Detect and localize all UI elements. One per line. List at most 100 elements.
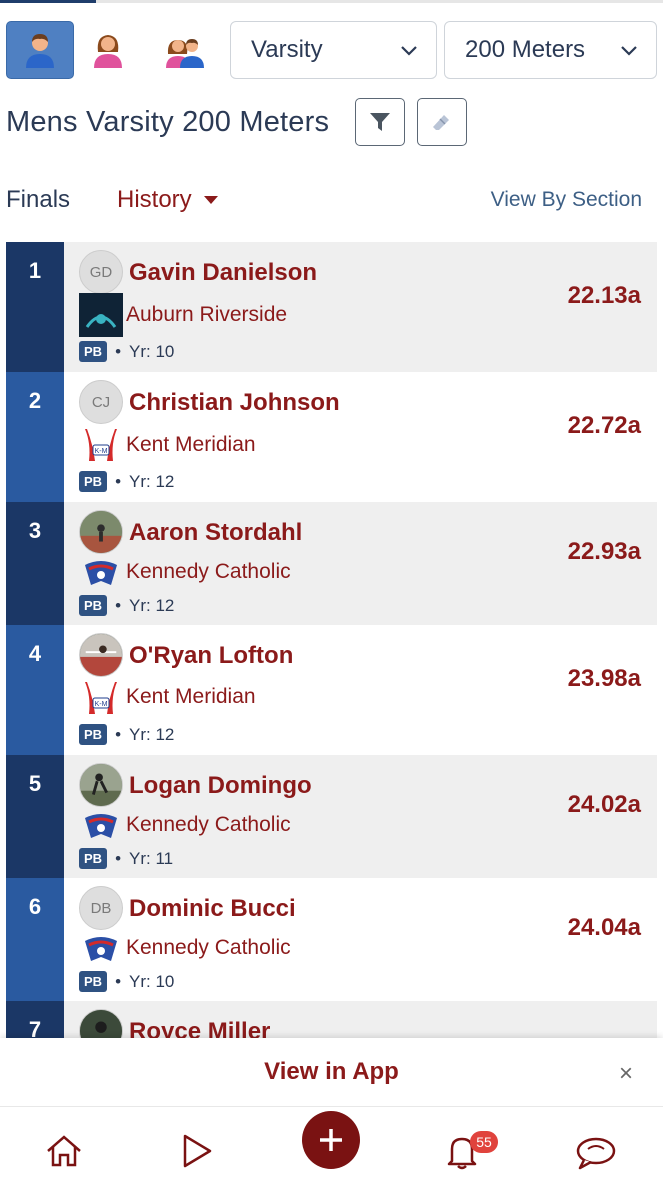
kennedy-catholic-logo-icon	[85, 814, 117, 838]
athlete-name[interactable]: Gavin Danielson	[129, 259, 318, 286]
tab-history-label: History	[117, 186, 192, 213]
event-select[interactable]: 200 Meters	[444, 21, 657, 79]
school-name[interactable]: Kent Meridian	[126, 685, 256, 708]
nav-messages[interactable]	[574, 1135, 618, 1171]
result-row[interactable]: 1 GD Gavin Danielson Auburn Riverside PB…	[6, 242, 657, 372]
top-tab-indicator	[0, 0, 663, 3]
kennedy-catholic-logo-icon	[85, 561, 117, 585]
page-title: Mens Varsity 200 Meters	[6, 105, 330, 138]
close-banner-button[interactable]: ×	[618, 1060, 633, 1087]
athlete-photo[interactable]	[79, 510, 123, 554]
result-row[interactable]: 6 DB Dominic Bucci Kennedy Catholic PB •…	[6, 878, 657, 1001]
view-in-app-banner[interactable]: View in App ×	[0, 1038, 663, 1106]
athlete-avatar[interactable]: CJ	[79, 380, 123, 424]
athlete-name[interactable]: Dominic Bucci	[129, 895, 296, 922]
athlete-avatar[interactable]: GD	[79, 250, 123, 294]
place-number: 5	[6, 755, 64, 878]
result-mark[interactable]: 24.04a	[567, 914, 641, 941]
athlete-meta: PB • Yr: 12	[79, 724, 174, 745]
results-tabs: Finals History View By Section	[6, 180, 642, 220]
school-logo: K-M	[79, 423, 123, 467]
result-mark[interactable]: 23.98a	[567, 665, 641, 692]
active-tab-underline	[0, 0, 96, 3]
chat-bubbles-icon	[576, 1137, 616, 1170]
athlete-year: Yr: 10	[129, 971, 175, 991]
filter-button[interactable]	[355, 98, 405, 146]
girls-filter-button[interactable]	[74, 21, 142, 79]
combined-filter-button[interactable]	[151, 21, 219, 79]
event-select-value: 200 Meters	[465, 36, 586, 63]
level-select-value: Varsity	[251, 36, 323, 63]
athlete-year: Yr: 12	[129, 724, 175, 744]
school-name[interactable]: Kennedy Catholic	[126, 560, 291, 583]
athlete-name[interactable]: Aaron Stordahl	[129, 519, 303, 546]
plus-icon	[320, 1129, 342, 1151]
pb-badge: PB	[79, 471, 108, 492]
athlete-meta: PB • Yr: 11	[79, 848, 173, 869]
result-mark[interactable]: 22.13a	[567, 282, 641, 309]
athlete-year: Yr: 10	[129, 341, 175, 361]
athlete-photo-image	[80, 764, 122, 806]
athlete-year: Yr: 11	[129, 848, 174, 868]
chevron-down-icon	[401, 46, 417, 56]
results-list: 1 GD Gavin Danielson Auburn Riverside PB…	[6, 242, 657, 1038]
level-select[interactable]: Varsity	[230, 21, 437, 79]
school-logo	[79, 929, 123, 973]
result-row[interactable]: 3 Aaron Stordahl Kennedy Catholic PB • Y…	[6, 502, 657, 625]
separator-dot: •	[115, 848, 122, 868]
athlete-year: Yr: 12	[129, 595, 175, 615]
female-athlete-icon	[94, 35, 122, 68]
athlete-photo-image	[80, 634, 122, 676]
place-number: 7	[6, 1001, 64, 1038]
male-athlete-icon	[26, 34, 54, 68]
chevron-down-icon	[621, 46, 637, 56]
place-number: 3	[6, 502, 64, 625]
caret-down-icon	[203, 196, 218, 204]
result-row[interactable]: 7 Royce Miller	[6, 1001, 657, 1038]
athlete-year: Yr: 12	[129, 471, 175, 491]
separator-dot: •	[115, 724, 122, 744]
view-in-app-label[interactable]: View in App	[264, 1058, 399, 1085]
athlete-name[interactable]: Royce Miller	[129, 1018, 271, 1038]
place-number: 1	[6, 242, 64, 372]
play-icon	[183, 1134, 212, 1168]
school-logo: K-M	[79, 676, 123, 720]
tab-finals[interactable]: Finals	[6, 186, 71, 213]
athlete-photo[interactable]	[79, 763, 123, 807]
nav-home[interactable]	[44, 1133, 84, 1169]
school-name[interactable]: Auburn Riverside	[126, 303, 288, 326]
athlete-name[interactable]: Christian Johnson	[129, 389, 340, 416]
athlete-name[interactable]: Logan Domingo	[129, 772, 312, 799]
pb-badge: PB	[79, 848, 108, 869]
school-name[interactable]: Kennedy Catholic	[126, 813, 291, 836]
add-button[interactable]	[302, 1111, 360, 1169]
school-name[interactable]: Kent Meridian	[126, 433, 256, 456]
clear-button[interactable]	[417, 98, 467, 146]
school-name[interactable]: Kennedy Catholic	[126, 936, 291, 959]
filter-bar: Varsity 200 Meters	[6, 21, 657, 79]
boys-filter-button[interactable]	[6, 21, 74, 79]
combined-athletes-icon	[166, 39, 204, 68]
tab-history[interactable]: History	[117, 186, 218, 214]
nav-video[interactable]	[180, 1133, 214, 1169]
result-row[interactable]: 5 Logan Domingo Kennedy Catholic PB • Yr…	[6, 755, 657, 878]
school-logo	[79, 293, 123, 337]
separator-dot: •	[115, 341, 122, 361]
view-by-section-link[interactable]: View By Section	[490, 188, 642, 211]
result-mark[interactable]: 24.02a	[567, 791, 641, 818]
athlete-meta: PB • Yr: 10	[79, 341, 174, 362]
result-mark[interactable]: 22.93a	[567, 538, 641, 565]
kent-meridian-logo-icon: K-M	[85, 682, 117, 714]
funnel-icon	[370, 113, 390, 131]
eraser-icon	[433, 115, 449, 130]
result-mark[interactable]: 22.72a	[567, 412, 641, 439]
athlete-photo[interactable]	[79, 633, 123, 677]
result-row[interactable]: 2 CJ Christian Johnson K-M Kent Meridian…	[6, 372, 657, 502]
athlete-meta: PB • Yr: 12	[79, 471, 174, 492]
athlete-avatar[interactable]: DB	[79, 886, 123, 930]
athlete-name[interactable]: O'Ryan Lofton	[129, 642, 294, 669]
separator-dot: •	[115, 971, 122, 991]
svg-text:K-M: K-M	[95, 701, 108, 708]
athlete-photo[interactable]	[79, 1009, 123, 1038]
result-row[interactable]: 4 O'Ryan Lofton K-M Kent Meridian PB • Y…	[6, 625, 657, 755]
